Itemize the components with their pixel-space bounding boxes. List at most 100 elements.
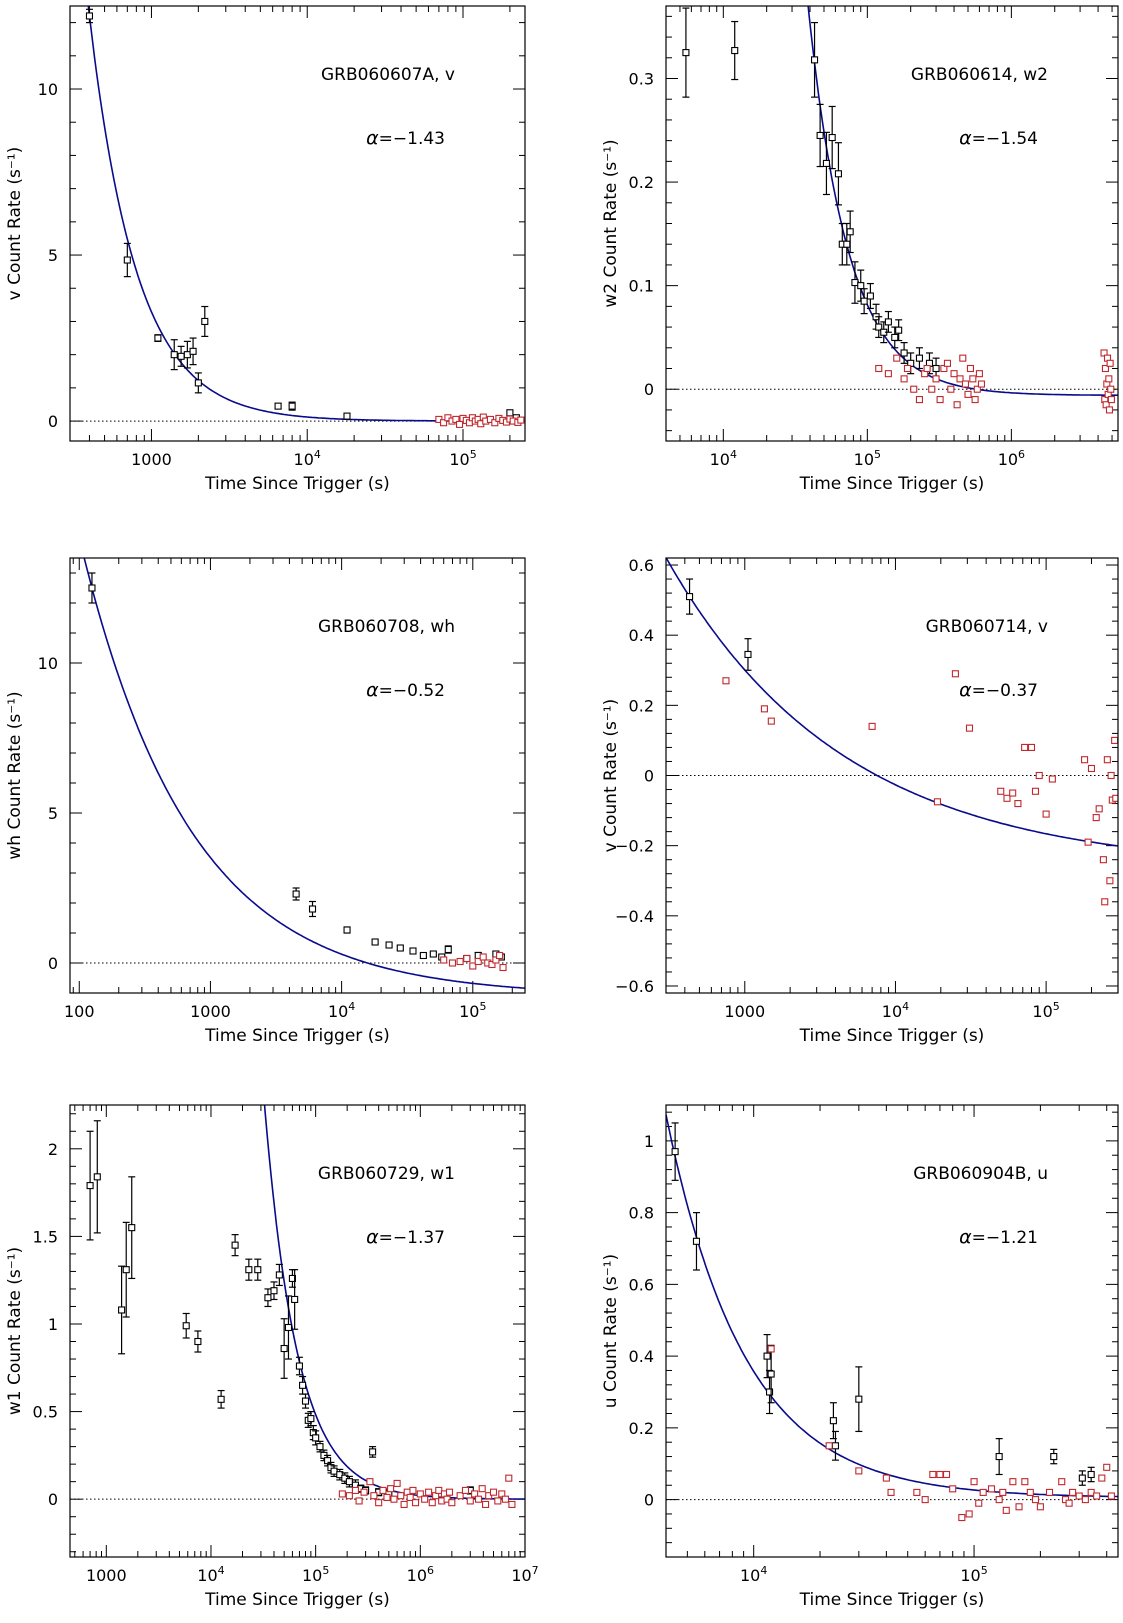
data-point (744, 650, 752, 659)
plot-frame (69, 557, 526, 994)
data-point (275, 1271, 283, 1279)
data-point (505, 1474, 513, 1482)
data-point (118, 1306, 126, 1314)
data-point (1061, 1496, 1070, 1504)
data-point (1021, 743, 1029, 751)
data-point (1031, 1496, 1040, 1504)
data-point (177, 352, 185, 360)
data-point (501, 1495, 509, 1503)
data-point (921, 1496, 929, 1504)
data-point (1095, 805, 1103, 813)
data-point (416, 1490, 424, 1498)
y-tick-label: 0 (644, 1491, 654, 1510)
x-tick-label: 105 (1032, 1000, 1059, 1021)
data-point (811, 56, 819, 64)
data-point (429, 950, 437, 958)
x-tick-label: 100 (64, 1002, 95, 1021)
data-point (492, 956, 500, 964)
data-point (355, 1497, 363, 1505)
series-black (86, 1120, 474, 1499)
data-point (1048, 775, 1056, 783)
y-tick-label: 0 (644, 380, 654, 399)
y-axis-label: v Count Rate (s⁻¹) (601, 699, 621, 853)
data-point (893, 354, 901, 362)
chart-panel-middle-left: 100 1000 104 105 0 5 10 Time Since Trigger (s) w… (5, 557, 526, 1046)
data-point (1058, 1478, 1066, 1486)
data-point (875, 323, 883, 331)
data-point (1036, 1503, 1044, 1511)
data-point (956, 375, 964, 383)
data-point (491, 419, 499, 427)
data-point (288, 402, 296, 410)
data-point (1081, 756, 1089, 764)
data-point (274, 402, 282, 410)
data-point (671, 1148, 679, 1156)
series-red (875, 349, 1115, 414)
data-point (949, 1485, 957, 1493)
x-tick-label: 104 (328, 1000, 355, 1021)
data-point (299, 1381, 307, 1389)
y-tick-label: 5 (48, 246, 58, 265)
x-tick-label: 104 (740, 1564, 767, 1585)
data-point (489, 1488, 498, 1496)
data-point (280, 1344, 288, 1353)
data-point (1107, 1492, 1115, 1500)
y-axis-label: v Count Rate (s⁻¹) (5, 147, 25, 301)
data-point (182, 1322, 190, 1330)
grb-annotation: GRB060714, v (926, 617, 1048, 637)
x-tick-label: 106 (407, 1564, 434, 1585)
data-point (831, 1442, 840, 1450)
data-point (942, 1470, 951, 1479)
data-point (291, 1295, 299, 1304)
data-point (936, 1470, 944, 1479)
data-point (1081, 1496, 1089, 1504)
data-point (428, 1499, 436, 1507)
data-point (421, 1495, 429, 1503)
data-point (964, 390, 972, 398)
series-red (767, 1345, 1115, 1522)
data-point (1087, 764, 1096, 773)
data-point (731, 46, 739, 55)
data-point (932, 375, 940, 383)
data-point (970, 1478, 978, 1486)
data-point (360, 1488, 368, 1496)
data-point (440, 956, 448, 964)
data-point (913, 1488, 921, 1496)
data-point (923, 364, 931, 373)
grb-annotation: GRB060614, w2 (911, 65, 1048, 85)
data-point (1069, 1488, 1077, 1496)
x-tick-label: 105 (449, 448, 476, 469)
data-point (183, 351, 191, 359)
data-point (1026, 1488, 1034, 1496)
data-point (370, 1492, 378, 1500)
data-point (932, 364, 940, 373)
data-point (999, 1488, 1007, 1496)
data-point (379, 1486, 387, 1494)
data-point (1078, 1474, 1086, 1482)
data-point (452, 415, 460, 423)
data-point (369, 1448, 377, 1456)
y-axis-label: wh Count Rate (s⁻¹) (5, 691, 25, 859)
model-curve (83, 558, 525, 989)
chart-panel-top-left: 1000 104 105 0 5 10 Time Since Trigger (s) v Co… (5, 5, 526, 494)
alpha-value: =−1.54 (972, 129, 1038, 149)
x-tick-label: 104 (882, 1000, 909, 1021)
data-point (950, 370, 958, 378)
alpha-value: =−0.52 (379, 681, 445, 701)
y-axis-label: u Count Rate (s⁻¹) (601, 1254, 621, 1408)
data-point (767, 1370, 775, 1378)
x-tick-label: 104 (197, 1564, 224, 1585)
data-point (189, 347, 197, 355)
x-tick-label: 105 (960, 1564, 987, 1585)
model-curve (87, 6, 525, 422)
data-point (439, 419, 448, 427)
data-point (887, 1488, 895, 1496)
x-tick-label: 107 (511, 1564, 538, 1585)
data-point (969, 375, 977, 383)
x-tick-label: 1000 (131, 450, 172, 469)
data-point (128, 1224, 136, 1232)
x-axis-label: Time Since Trigger (s) (799, 474, 985, 494)
data-point (971, 396, 979, 404)
data-point (900, 375, 908, 383)
data-point (961, 380, 970, 388)
